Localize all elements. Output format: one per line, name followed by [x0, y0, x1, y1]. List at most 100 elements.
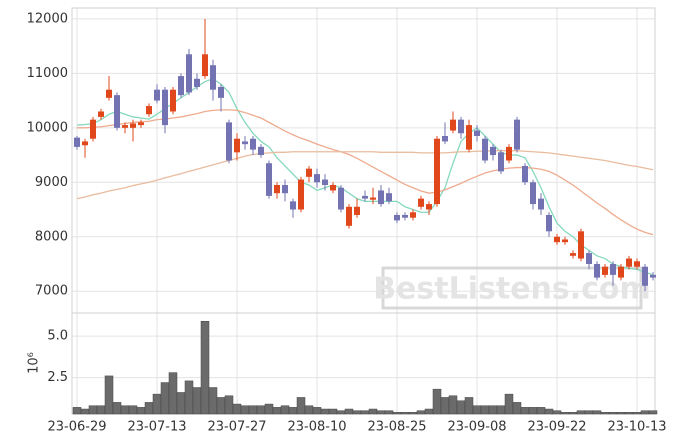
- volume-bar: [184, 380, 194, 415]
- volume-bar: [592, 410, 602, 415]
- volume-bar: [616, 412, 626, 415]
- volume-bar: [624, 412, 634, 415]
- volume-bar: [248, 405, 258, 415]
- candle-body: [562, 239, 568, 243]
- volume-bar: [128, 405, 138, 415]
- candle-body: [154, 89, 160, 101]
- candle-body: [410, 212, 416, 218]
- candle-body: [426, 204, 432, 210]
- candle-body: [178, 76, 184, 96]
- candle-body: [602, 266, 608, 275]
- volume-bar: [176, 392, 186, 415]
- candle-body: [490, 146, 496, 156]
- volume-bar: [240, 405, 250, 415]
- volume-bar: [160, 382, 170, 415]
- volume-bar: [464, 397, 474, 415]
- candle-body: [306, 168, 312, 177]
- candle-body: [234, 138, 240, 153]
- candle-body: [146, 106, 152, 115]
- candle-body: [586, 253, 592, 264]
- candle-body: [258, 146, 264, 156]
- volume-bar: [560, 412, 570, 415]
- x-tick-label: 23-10-13: [607, 420, 666, 435]
- y-tick-label: 10000: [27, 120, 68, 135]
- volume-bar: [392, 412, 402, 415]
- volume-bar: [424, 408, 434, 415]
- volume-bar: [640, 410, 650, 415]
- x-tick-label: 23-07-27: [207, 420, 266, 435]
- y-tick-label: 7000: [35, 284, 68, 299]
- watermark: BestListens.com: [373, 272, 651, 307]
- volume-bar: [440, 397, 450, 415]
- x-tick-label: 23-06-29: [47, 420, 106, 435]
- volume-bar: [544, 408, 554, 415]
- volume-bar: [312, 407, 322, 415]
- y-tick-label: 5.0: [47, 329, 68, 344]
- volume-bar: [408, 412, 418, 415]
- candle-body: [514, 119, 520, 150]
- volume-bar: [584, 410, 594, 415]
- volume-bar: [200, 321, 210, 415]
- y-tick-label: 2.5: [47, 370, 68, 385]
- candle-body: [242, 141, 248, 145]
- candle-body: [298, 179, 304, 210]
- volume-bar: [288, 407, 298, 415]
- candle-body: [370, 197, 376, 200]
- volume-bar: [376, 410, 386, 415]
- y-tick-label: 8000: [35, 229, 68, 244]
- candle-body: [202, 54, 208, 77]
- candle-body: [466, 125, 472, 150]
- candle-body: [194, 78, 200, 87]
- volume-bar: [280, 405, 290, 415]
- grid: [72, 8, 655, 414]
- candle-body: [594, 263, 600, 278]
- candle-body: [546, 214, 552, 232]
- candle-body: [362, 195, 368, 199]
- candle-body: [378, 190, 384, 205]
- candle-body: [210, 65, 216, 90]
- y-tick-label: 9000: [35, 175, 68, 190]
- volume-bar: [608, 412, 618, 415]
- candle-body: [354, 206, 360, 215]
- candle-body: [122, 125, 128, 128]
- volume-bar: [120, 405, 130, 415]
- volume-bar: [416, 410, 426, 415]
- candle-body: [578, 231, 584, 259]
- candle-body: [170, 89, 176, 112]
- volume-bar: [192, 387, 202, 415]
- candle-body: [482, 138, 488, 161]
- volume-bar: [512, 402, 522, 415]
- volume-bar: [368, 408, 378, 415]
- candle-body: [290, 201, 296, 210]
- volume-bar: [536, 407, 546, 415]
- volume-bar: [208, 387, 218, 415]
- volume-bar: [480, 405, 490, 415]
- candle-body: [162, 89, 168, 126]
- y-tick-label: 11000: [27, 66, 68, 81]
- volume-bar: [632, 412, 642, 415]
- candle-body: [498, 152, 504, 172]
- candle-body: [458, 119, 464, 134]
- candle-body: [554, 236, 560, 243]
- volume-bar: [232, 403, 242, 415]
- candle-body: [282, 185, 288, 194]
- candle-body: [402, 214, 408, 218]
- candle-body: [506, 146, 512, 161]
- candle-body: [626, 258, 632, 267]
- candle-body: [618, 266, 624, 278]
- plot-frame: [71, 7, 656, 415]
- watermark-box: [381, 266, 643, 310]
- volume-bar: [488, 405, 498, 415]
- candle-body: [314, 174, 320, 183]
- volume-bar: [320, 408, 330, 415]
- candle-body: [434, 138, 440, 205]
- x-tick-label: 23-08-10: [287, 420, 346, 435]
- volume-bar: [336, 410, 346, 415]
- volume-bar: [352, 410, 362, 415]
- candle-body: [274, 185, 280, 194]
- volume-bar: [568, 412, 578, 415]
- volume-bar: [256, 405, 266, 415]
- candle-body: [266, 163, 272, 196]
- moving-average-line: [77, 109, 654, 236]
